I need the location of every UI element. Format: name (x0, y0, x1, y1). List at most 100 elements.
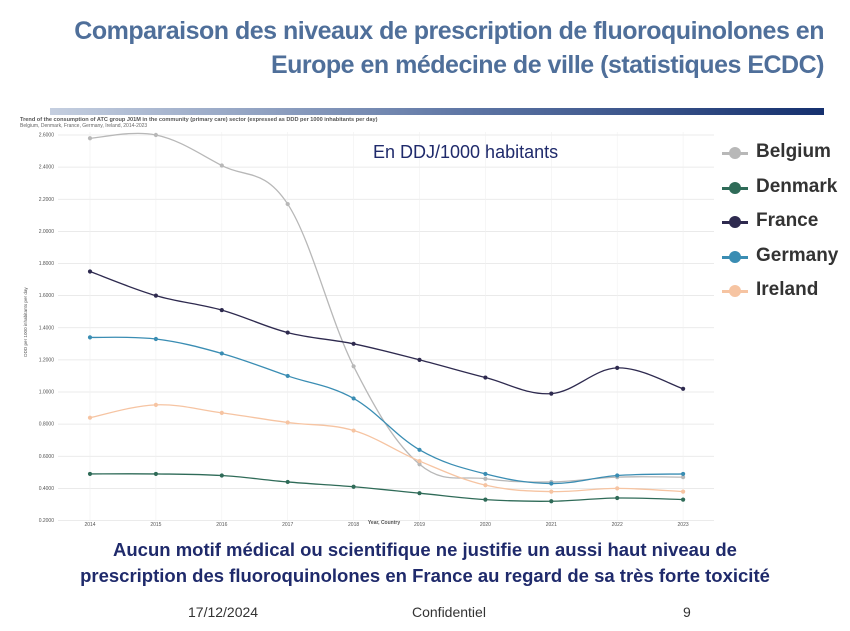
data-point-belgium (351, 364, 356, 369)
x-tick-label: 2019 (414, 522, 425, 528)
data-point-germany (615, 473, 620, 478)
data-point-denmark (153, 471, 158, 477)
data-point-denmark (549, 499, 554, 504)
y-tick-label: 1.8000 (39, 261, 55, 267)
x-tick-label: 2023 (678, 522, 689, 528)
series-denmark (87, 471, 686, 504)
data-point-france (219, 307, 224, 313)
data-point-ireland (549, 489, 554, 494)
data-point-denmark (351, 484, 356, 489)
chart-subtitle: Belgium, Denmark, France, Germany, Irela… (20, 123, 147, 129)
line-chart: 0.2000 0.4000 0.6000 0.8000 1.0000 1.2000 1.40… (20, 117, 714, 528)
data-point-germany (417, 447, 422, 452)
data-point-belgium (153, 132, 158, 138)
data-point-denmark (417, 491, 422, 496)
x-tick-label: 2014 (84, 522, 95, 528)
y-tick-label: 2.0000 (39, 229, 55, 235)
data-point-france (285, 330, 290, 335)
data-point-germany (483, 471, 488, 477)
x-tick-label: 2021 (546, 522, 557, 528)
data-point-france (483, 375, 488, 380)
data-point-france (549, 391, 554, 396)
data-point-france (681, 386, 686, 391)
x-tick-label: 2017 (282, 522, 293, 528)
data-point-ireland (87, 415, 93, 420)
data-point-germany (681, 471, 686, 477)
series-line-denmark (89, 473, 684, 502)
x-tick-label: 2020 (480, 522, 491, 528)
legend-dot-marker (729, 181, 741, 194)
series-line-belgium (89, 132, 684, 483)
series-ireland (87, 402, 686, 494)
series-belgium (87, 132, 686, 485)
y-tick-label: 0.4000 (39, 486, 55, 492)
footer-date: 17/12/2024 (188, 604, 259, 620)
series-line-france (89, 270, 684, 395)
legend-label: Belgium (756, 141, 831, 162)
data-point-germany (87, 335, 93, 340)
grid-lines (58, 132, 714, 521)
data-point-belgium (87, 136, 93, 141)
data-point-ireland (219, 410, 224, 415)
legend-dot-marker (729, 216, 741, 228)
series-layer (87, 132, 686, 504)
legend-dot-marker (729, 285, 741, 297)
data-point-denmark (219, 473, 224, 478)
series-france (87, 269, 686, 396)
y-tick-label: 1.0000 (39, 390, 55, 396)
chart-annotation: En DDJ/1000 habitants (373, 142, 558, 162)
y-tick-label: 2.2000 (39, 197, 55, 203)
data-point-germany (285, 373, 290, 379)
data-point-germany (549, 481, 554, 486)
y-tick-label: 0.8000 (39, 422, 55, 428)
x-tick-label: 2022 (612, 522, 623, 528)
legend-item-belgium[interactable]: Belgium (722, 140, 850, 175)
data-point-france (153, 293, 158, 298)
data-point-denmark (87, 471, 93, 477)
legend-label: Denmark (756, 175, 838, 197)
data-point-france (351, 341, 356, 346)
data-point-france (615, 365, 620, 371)
legend-item-ireland[interactable]: Ireland (722, 278, 850, 313)
series-line-germany (89, 336, 684, 485)
data-point-denmark (483, 497, 488, 502)
data-point-ireland (417, 458, 422, 464)
data-point-belgium (681, 475, 686, 480)
data-point-belgium (285, 201, 290, 207)
slide-title: Comparaison des niveaux de prescription … (44, 14, 824, 82)
legend-item-france[interactable]: France (722, 209, 850, 244)
x-axis-label: Year, Country (368, 520, 400, 526)
data-point-ireland (351, 428, 356, 433)
y-tick-label: 2.6000 (39, 133, 55, 139)
data-point-ireland (615, 486, 620, 491)
data-point-france (87, 269, 93, 274)
legend-item-denmark[interactable]: Denmark (722, 175, 850, 210)
y-tick-label: 2.4000 (39, 165, 55, 171)
x-tick-label: 2015 (150, 522, 161, 528)
data-point-germany (153, 336, 158, 342)
data-point-denmark (285, 479, 290, 485)
y-axis-label: DDD per 1000 inhabitants per day (23, 287, 28, 357)
y-tick-label: 0.6000 (39, 454, 55, 460)
legend-label: France (756, 210, 819, 231)
data-point-france (417, 357, 422, 362)
legend-label: Ireland (756, 279, 819, 300)
y-tick-label: 0.2000 (39, 518, 55, 524)
conclusion-line-2: prescription des fluoroquinolones en Fra… (80, 565, 770, 586)
legend-item-germany[interactable]: Germany (722, 244, 850, 279)
y-tick-label: 1.6000 (39, 293, 55, 299)
footer-confidential: Confidentiel (412, 604, 486, 620)
legend-dot-marker (729, 250, 741, 263)
data-point-ireland (681, 489, 686, 494)
conclusion-line-1: Aucun motif médical ou scientifique ne j… (113, 539, 737, 560)
y-tick-label: 1.2000 (39, 357, 55, 363)
series-line-ireland (89, 404, 684, 493)
data-point-ireland (483, 483, 488, 488)
data-point-germany (219, 351, 224, 356)
data-point-belgium (417, 462, 422, 467)
data-point-belgium (483, 476, 488, 481)
data-point-ireland (285, 420, 290, 425)
y-tick-label: 1.4000 (39, 325, 55, 331)
slide-title-line-2: Europe en médecine de ville (statistique… (270, 51, 825, 79)
x-tick-label: 2016 (216, 522, 227, 528)
